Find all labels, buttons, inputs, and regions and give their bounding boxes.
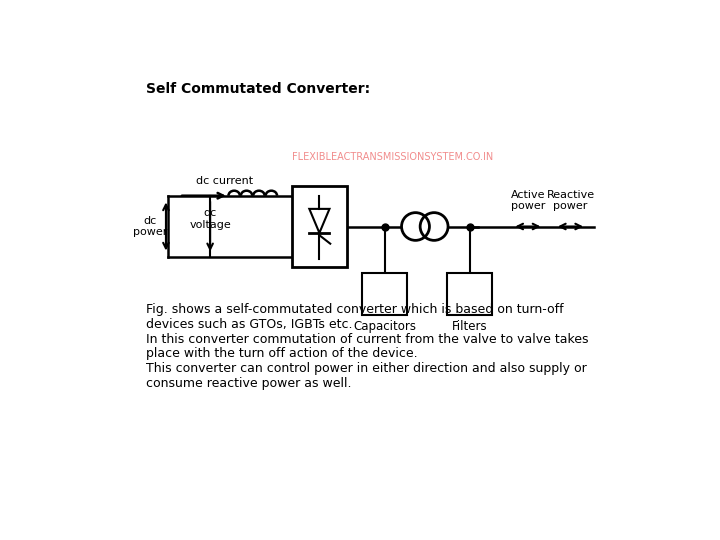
Text: place with the turn off action of the device.: place with the turn off action of the de… <box>145 347 418 360</box>
Text: dc
voltage: dc voltage <box>189 208 231 230</box>
Text: devices such as GTOs, IGBTs etc.: devices such as GTOs, IGBTs etc. <box>145 318 352 331</box>
Text: dc current: dc current <box>196 176 253 186</box>
Text: Active
power: Active power <box>510 190 545 211</box>
Text: Filters: Filters <box>452 320 487 333</box>
Text: FLEXIBLEACTRANSMISSIONSYSTEM.CO.IN: FLEXIBLEACTRANSMISSIONSYSTEM.CO.IN <box>292 152 493 162</box>
Text: consume reactive power as well.: consume reactive power as well. <box>145 377 351 390</box>
Text: This converter can control power in either direction and also supply or: This converter can control power in eith… <box>145 362 587 375</box>
Text: Capacitors: Capacitors <box>353 320 416 333</box>
Text: Reactive
power: Reactive power <box>546 190 595 211</box>
Text: In this converter commutation of current from the valve to valve takes: In this converter commutation of current… <box>145 333 588 346</box>
Bar <box>362 273 407 315</box>
Polygon shape <box>310 209 330 233</box>
Text: Fig. shows a self-commutated converter which is based on turn-off: Fig. shows a self-commutated converter w… <box>145 303 564 316</box>
Text: Self Commutated Converter:: Self Commutated Converter: <box>145 82 370 96</box>
Bar <box>292 186 347 267</box>
Text: dc
power: dc power <box>133 215 168 237</box>
Bar <box>447 273 492 315</box>
